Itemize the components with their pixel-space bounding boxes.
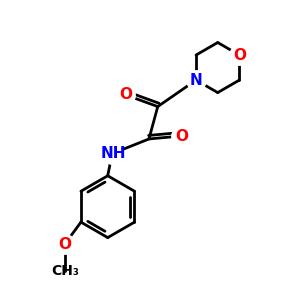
Text: NH: NH — [101, 146, 126, 161]
Text: N: N — [190, 73, 202, 88]
Text: O: O — [233, 47, 246, 62]
Text: CH₃: CH₃ — [51, 264, 79, 278]
Text: O: O — [175, 128, 188, 143]
Text: O: O — [119, 87, 132, 102]
Text: O: O — [58, 237, 71, 252]
